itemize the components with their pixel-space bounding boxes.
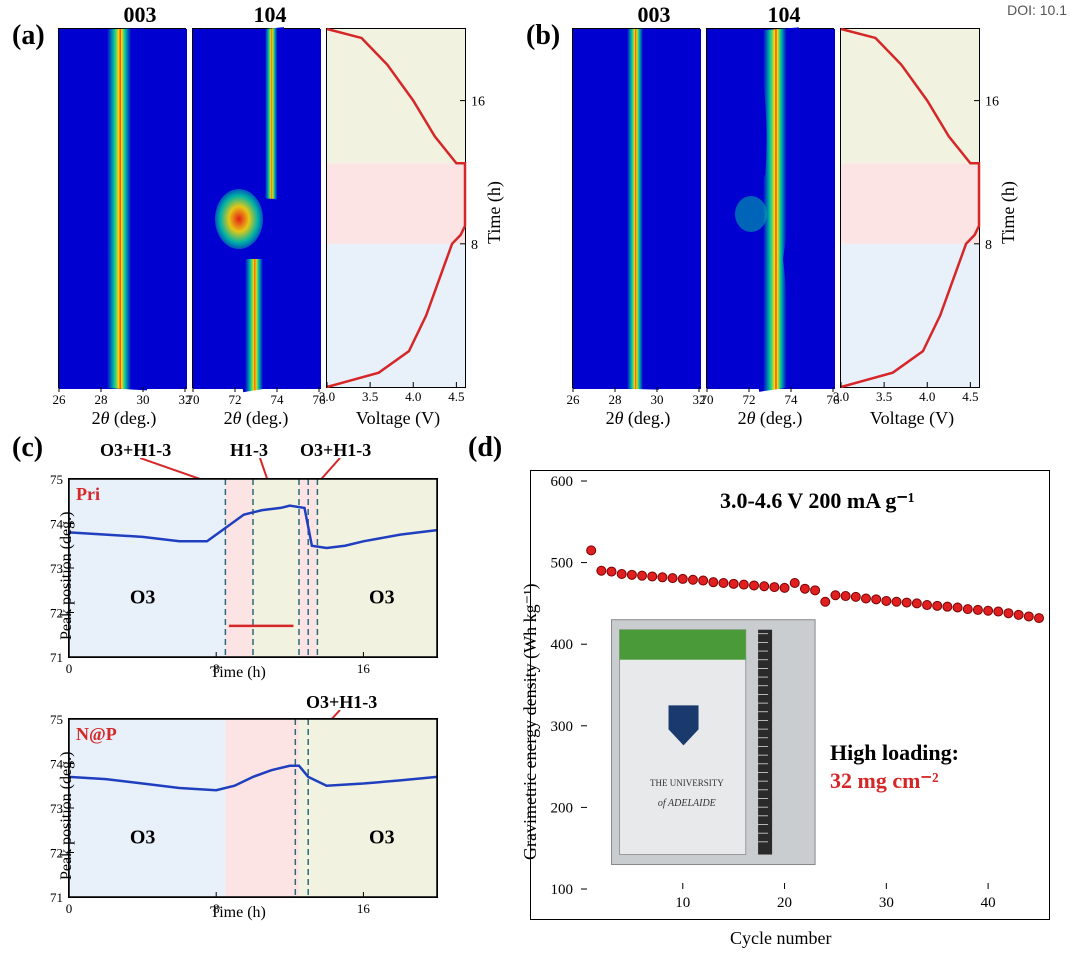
svg-text:O3: O3 xyxy=(130,827,156,849)
svg-text:200: 200 xyxy=(551,800,574,816)
xaxis-c-nap: Time (h) xyxy=(210,904,266,922)
svg-text:500: 500 xyxy=(551,556,574,572)
heatmap-b-104: 70727476 xyxy=(706,28,834,388)
svg-text:26: 26 xyxy=(53,392,67,407)
svg-text:30: 30 xyxy=(879,895,894,911)
chart-c-pri: O3O371727374750816 xyxy=(68,478,438,658)
voltage-axis-b: Voltage (V) xyxy=(862,408,962,429)
nap-label-c: N@P xyxy=(76,724,117,745)
yaxis-c-nap: Peak position (deg.) xyxy=(58,752,76,880)
svg-text:O3: O3 xyxy=(130,587,156,609)
xaxis-b-104: 2θ (deg.) xyxy=(730,408,810,429)
svg-text:8: 8 xyxy=(471,238,478,253)
xaxis-c-pri: Time (h) xyxy=(210,664,266,682)
col-003-a: 003 xyxy=(110,2,170,28)
svg-text:4.5: 4.5 xyxy=(962,389,978,404)
svg-text:of ADELAIDE: of ADELAIDE xyxy=(658,798,716,809)
loading-label-d: High loading: xyxy=(830,740,959,766)
svg-text:28: 28 xyxy=(95,392,108,407)
svg-text:4.0: 4.0 xyxy=(405,389,421,404)
voltage-axis-a: Voltage (V) xyxy=(348,408,448,429)
col-003-b: 003 xyxy=(624,2,684,28)
loading-value-d: 32 mg cm⁻² xyxy=(830,768,939,794)
svg-text:3.0: 3.0 xyxy=(319,389,335,404)
condition-d: 3.0-4.6 V 200 mA g⁻¹ xyxy=(720,488,915,514)
svg-text:0: 0 xyxy=(66,901,73,916)
panel-b-label: (b) xyxy=(526,20,560,52)
svg-text:600: 600 xyxy=(551,474,574,490)
svg-text:20: 20 xyxy=(777,895,792,911)
time-axis-a: Time (h) xyxy=(484,181,505,244)
svg-text:75: 75 xyxy=(50,472,63,487)
xaxis-b-003: 2θ (deg.) xyxy=(598,408,678,429)
panel-d-label: (d) xyxy=(468,432,502,464)
svg-text:26: 26 xyxy=(567,392,581,407)
svg-text:74: 74 xyxy=(785,392,799,407)
svg-text:75: 75 xyxy=(50,712,63,727)
voltage-b: 3.03.54.04.5816 xyxy=(840,28,980,388)
panel-a-label: (a) xyxy=(12,20,45,52)
doi-text: DOI: 10.1 xyxy=(1007,2,1067,18)
svg-text:4.5: 4.5 xyxy=(448,389,464,404)
svg-text:70: 70 xyxy=(701,392,714,407)
heatmap-a-104: 70727476 xyxy=(192,28,320,388)
svg-text:16: 16 xyxy=(985,95,999,110)
svg-text:16: 16 xyxy=(357,661,371,676)
panel-c-label: (c) xyxy=(12,432,43,464)
xaxis-a-104: 2θ (deg.) xyxy=(216,408,296,429)
svg-text:16: 16 xyxy=(471,95,485,110)
time-axis-b: Time (h) xyxy=(998,181,1019,244)
svg-text:3.5: 3.5 xyxy=(876,389,892,404)
svg-text:100: 100 xyxy=(551,882,574,898)
svg-text:70: 70 xyxy=(187,392,200,407)
svg-text:71: 71 xyxy=(50,650,63,665)
svg-text:3.0: 3.0 xyxy=(833,389,849,404)
svg-text:30: 30 xyxy=(651,392,664,407)
svg-text:10: 10 xyxy=(675,895,690,911)
svg-text:30: 30 xyxy=(137,392,150,407)
svg-text:4.0: 4.0 xyxy=(919,389,935,404)
heatmap-b-003: 26283032 xyxy=(572,28,700,388)
svg-text:O3: O3 xyxy=(369,587,395,609)
chart-d: 100 200 300 400 500 600 10 20 30 40 THE UNIVERSITY… xyxy=(530,470,1050,920)
svg-text:40: 40 xyxy=(981,895,996,911)
chart-c-nap: O3O371727374750816 xyxy=(68,718,438,898)
pri-label-c: Pri xyxy=(76,484,100,505)
svg-text:8: 8 xyxy=(985,238,992,253)
heatmap-a-003: 26283032 xyxy=(58,28,186,388)
svg-text:3.5: 3.5 xyxy=(362,389,378,404)
xaxis-a-003: 2θ (deg.) xyxy=(84,408,164,429)
voltage-a: 3.03.54.04.5816 xyxy=(326,28,466,388)
svg-text:THE UNIVERSITY: THE UNIVERSITY xyxy=(650,778,724,788)
col-104-a: 104 xyxy=(240,2,300,28)
svg-text:400: 400 xyxy=(551,637,574,653)
svg-text:74: 74 xyxy=(271,392,285,407)
svg-text:72: 72 xyxy=(229,392,242,407)
svg-text:28: 28 xyxy=(609,392,622,407)
svg-text:0: 0 xyxy=(66,661,73,676)
col-104-b: 104 xyxy=(754,2,814,28)
svg-text:72: 72 xyxy=(743,392,756,407)
yaxis-c-pri: Peak position (deg.) xyxy=(58,512,76,640)
yaxis-d: Gravimetric energy density (Wh kg⁻¹) xyxy=(520,584,541,860)
svg-text:O3: O3 xyxy=(369,827,395,849)
svg-text:16: 16 xyxy=(357,901,371,916)
xaxis-d: Cycle number xyxy=(730,928,831,949)
svg-text:71: 71 xyxy=(50,890,63,905)
svg-text:300: 300 xyxy=(551,719,574,735)
